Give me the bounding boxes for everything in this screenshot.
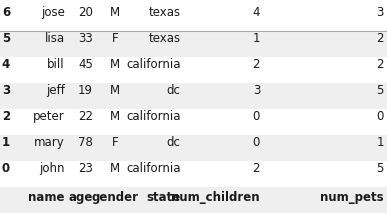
- Bar: [0, 187, 387, 213]
- Text: 33: 33: [78, 32, 93, 45]
- Bar: [0, 31, 387, 57]
- Text: 4: 4: [253, 6, 260, 19]
- Text: texas: texas: [149, 6, 181, 19]
- Bar: [0, 109, 387, 135]
- Text: jeff: jeff: [46, 84, 65, 97]
- Text: jose: jose: [41, 6, 65, 19]
- Text: 2: 2: [253, 58, 260, 71]
- Text: M: M: [110, 162, 120, 175]
- Text: california: california: [126, 110, 181, 123]
- Text: john: john: [39, 162, 65, 175]
- Text: 6: 6: [2, 6, 10, 19]
- Text: num_pets: num_pets: [320, 191, 384, 204]
- Text: 3: 3: [253, 84, 260, 97]
- Text: 1: 1: [253, 32, 260, 45]
- Text: 0: 0: [253, 110, 260, 123]
- Text: M: M: [110, 58, 120, 71]
- Text: age: age: [68, 191, 93, 204]
- Text: 2: 2: [253, 162, 260, 175]
- Bar: [0, 182, 387, 213]
- Text: lisa: lisa: [45, 32, 65, 45]
- Text: 5: 5: [377, 84, 384, 97]
- Text: 22: 22: [78, 110, 93, 123]
- Text: 0: 0: [253, 136, 260, 149]
- Text: mary: mary: [34, 136, 65, 149]
- Text: dc: dc: [167, 136, 181, 149]
- Text: 45: 45: [78, 58, 93, 71]
- Text: 4: 4: [2, 58, 10, 71]
- Text: 2: 2: [377, 58, 384, 71]
- Text: F: F: [111, 32, 118, 45]
- Bar: [0, 83, 387, 109]
- Bar: [0, 57, 387, 83]
- Text: 23: 23: [78, 162, 93, 175]
- Text: 19: 19: [78, 84, 93, 97]
- Text: M: M: [110, 6, 120, 19]
- Text: dc: dc: [167, 84, 181, 97]
- Text: 1: 1: [2, 136, 10, 149]
- Text: 2: 2: [377, 32, 384, 45]
- Text: gender: gender: [91, 191, 138, 204]
- Text: 0: 0: [377, 110, 384, 123]
- Text: num_children: num_children: [171, 191, 260, 204]
- Text: 20: 20: [78, 6, 93, 19]
- Text: texas: texas: [149, 32, 181, 45]
- Text: california: california: [126, 162, 181, 175]
- Text: state: state: [146, 191, 181, 204]
- Text: M: M: [110, 84, 120, 97]
- Bar: [0, 135, 387, 161]
- Text: name: name: [28, 191, 65, 204]
- Text: 78: 78: [78, 136, 93, 149]
- Text: M: M: [110, 110, 120, 123]
- Text: 5: 5: [2, 32, 10, 45]
- Text: 5: 5: [377, 162, 384, 175]
- Text: 1: 1: [377, 136, 384, 149]
- Text: bill: bill: [47, 58, 65, 71]
- Text: peter: peter: [33, 110, 65, 123]
- Text: 2: 2: [2, 110, 10, 123]
- Text: 0: 0: [2, 162, 10, 175]
- Text: F: F: [111, 136, 118, 149]
- Bar: [0, 161, 387, 187]
- Text: 3: 3: [2, 84, 10, 97]
- Text: california: california: [126, 58, 181, 71]
- Text: 3: 3: [377, 6, 384, 19]
